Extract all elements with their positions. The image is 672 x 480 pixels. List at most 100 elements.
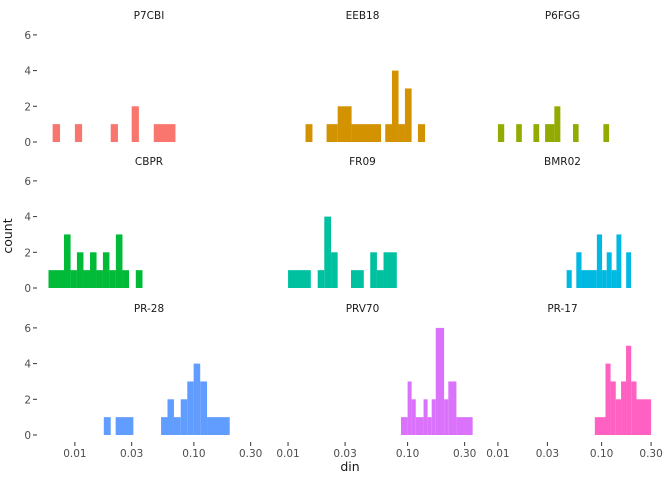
histogram-bar [317, 270, 325, 288]
y-tick-label: 2 [24, 101, 31, 113]
x-tick-label: 0.10 [182, 448, 205, 460]
histogram-bar [427, 417, 432, 435]
histogram-bar [180, 399, 188, 435]
histogram-bar [596, 234, 603, 288]
y-tick-label: 2 [24, 247, 31, 259]
histogram-bar [400, 417, 408, 435]
facet-title: PRV70 [346, 303, 380, 315]
histogram-bar [423, 399, 428, 435]
facet-panel-pr-28: PR-28 0 2 4 6 0.01 0.03 0.10 0.30 [24, 303, 262, 460]
histogram-bar [351, 124, 382, 142]
y-tick-label: 6 [24, 176, 31, 188]
x-tick-label: 0.01 [276, 448, 299, 460]
histogram-bar [573, 124, 579, 142]
y-tick-label: 4 [24, 212, 31, 224]
histogram-bar [70, 270, 77, 288]
histogram-bar [404, 88, 412, 142]
facet-panel-p7cbi: P7CBI 0 2 4 6 [24, 10, 176, 149]
facet-panel-pr-17: PR-17 0.01 0.03 0.10 0.30 [486, 303, 663, 460]
histogram-bar [566, 270, 572, 288]
histogram-bar [431, 399, 436, 435]
histogram-bar [103, 417, 111, 435]
histogram-bar [435, 327, 445, 435]
histogram-bar [407, 381, 412, 435]
x-tick-label: 0.10 [590, 448, 613, 460]
facet-panel-eeb18: EEB18 [305, 10, 426, 142]
histogram-bar [48, 270, 65, 288]
y-tick-label: 6 [24, 323, 31, 335]
facet-panel-prv70: PRV70 0.01 0.03 0.10 0.30 [276, 303, 476, 460]
histogram-bar [415, 417, 424, 435]
facet-title: BMR02 [544, 156, 581, 168]
histogram-bar [131, 106, 139, 142]
facet-panel-cbpr: CBPR 0 2 4 6 [24, 156, 163, 295]
histogram-bar [631, 381, 637, 435]
y-tick-label: 4 [24, 359, 31, 371]
histogram-bar [64, 234, 71, 288]
histogram-bar [456, 417, 465, 435]
histogram-bar [76, 252, 84, 288]
histogram-bar [545, 124, 555, 142]
histogram-bar [337, 106, 352, 142]
histogram-bar [153, 124, 176, 142]
facet-title: P6FGG [545, 10, 580, 22]
histogram-bar [411, 399, 416, 435]
histogram-bar [516, 124, 522, 142]
histogram-bar [187, 381, 194, 435]
histogram-bar [326, 124, 338, 142]
histogram-bar [161, 417, 168, 435]
histogram-bar [621, 381, 627, 435]
x-tick-label: 0.01 [63, 448, 86, 460]
x-tick-label: 0.01 [486, 448, 509, 460]
histogram-bar [391, 70, 399, 142]
facet-title: PR-17 [547, 303, 577, 315]
y-tick-label: 2 [24, 394, 31, 406]
histogram-bar [370, 252, 377, 288]
facet-title: PR-28 [134, 303, 164, 315]
histogram-bar [616, 234, 622, 288]
histogram-bar [135, 270, 143, 288]
histogram-bar [554, 106, 561, 142]
histogram-bar [610, 381, 616, 435]
histogram-bar [605, 363, 611, 435]
y-tick-label: 4 [24, 66, 31, 78]
facet-panel-fr09: FR09 [288, 156, 397, 288]
histogram-bar [102, 252, 110, 288]
histogram-bar [626, 345, 632, 435]
histogram-bar [417, 124, 426, 142]
histogram-bar [603, 124, 610, 142]
histogram-bar [83, 270, 91, 288]
histogram-bar [167, 399, 174, 435]
x-tick-label: 0.30 [639, 448, 662, 460]
histogram-bar [383, 252, 397, 288]
x-tick-label: 0.03 [120, 448, 143, 460]
y-tick-label: 0 [24, 283, 31, 295]
histogram-bar [602, 270, 607, 288]
x-tick-label: 0.03 [536, 448, 559, 460]
histogram-bar [615, 399, 622, 435]
y-axis-title: count [0, 218, 15, 253]
histogram-bar [611, 270, 617, 288]
histogram-bar [385, 124, 392, 142]
histogram-bar [581, 270, 597, 288]
facet-title: FR09 [349, 156, 376, 168]
facet-title: EEB18 [346, 10, 380, 22]
histogram-bar [464, 417, 473, 435]
histogram-bar [594, 417, 606, 435]
y-tick-label: 0 [24, 430, 31, 442]
facet-title: CBPR [135, 156, 163, 168]
y-tick-label: 0 [24, 137, 31, 149]
histogram-bar [288, 270, 311, 288]
facet-panel-p6fgg: P6FGG [497, 10, 610, 142]
histogram-bar [444, 399, 449, 435]
x-tick-label: 0.10 [396, 448, 419, 460]
histogram-bar [350, 270, 364, 288]
histogram-bar [497, 124, 505, 142]
x-tick-label: 0.30 [453, 448, 476, 460]
histogram-bar [193, 363, 201, 435]
histogram-bar [207, 417, 230, 435]
histogram-bar [173, 417, 181, 435]
histogram-bar [96, 270, 103, 288]
histogram-bar [305, 124, 313, 142]
histogram-bar [533, 124, 540, 142]
